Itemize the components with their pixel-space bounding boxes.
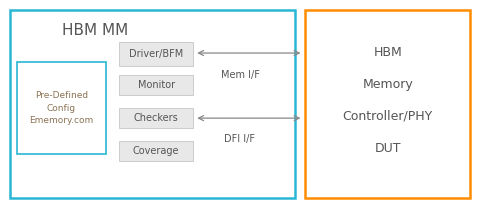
Text: Driver/BFM: Driver/BFM [129,48,183,59]
Text: Pre-Defined
Config
Ememory.com: Pre-Defined Config Ememory.com [29,91,93,125]
Bar [10,10,295,198]
Bar [305,10,470,198]
Text: Controller/PHY: Controller/PHY [343,110,433,123]
Bar [119,108,193,128]
Bar [17,62,106,154]
Text: Memory: Memory [362,78,413,91]
Text: HBM MM: HBM MM [62,23,129,38]
Text: DUT: DUT [374,142,401,155]
Bar [119,141,193,161]
Bar [119,42,193,66]
Text: HBM: HBM [373,46,402,58]
Text: DFI I/F: DFI I/F [225,134,255,144]
Text: Coverage: Coverage [133,146,180,156]
Text: Checkers: Checkers [134,113,179,123]
Text: Mem I/F: Mem I/F [221,70,259,80]
Text: Monitor: Monitor [138,80,175,90]
Bar [119,75,193,95]
